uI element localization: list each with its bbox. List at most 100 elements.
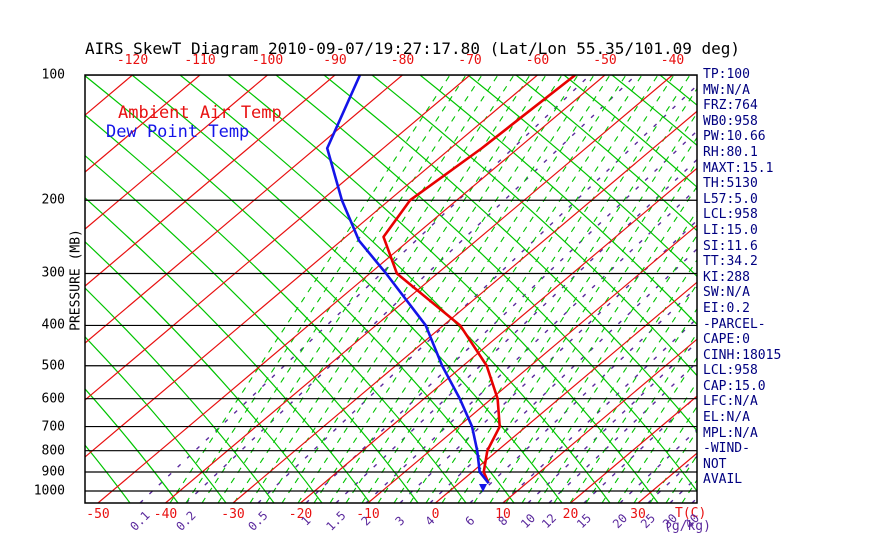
plot-lines [85, 75, 870, 503]
indices-item: LI:15.0 [703, 222, 758, 238]
indices-item: AVAIL [703, 472, 743, 488]
top-axis-tick: -70 [458, 53, 482, 68]
indices-item: TP:100 [703, 67, 750, 82]
isotherm-line [232, 110, 697, 503]
bottom-axis-tick: -50 [86, 507, 110, 522]
top-axis-tick: -80 [390, 53, 415, 68]
moist-adiabat-line [457, 136, 697, 503]
moist-adiabat-line [553, 283, 697, 503]
bottom-axis-tick: 20 [562, 507, 579, 522]
isotherm-line [85, 75, 336, 287]
dry-adiabat-line [85, 114, 467, 503]
indices-item: FRZ:764 [703, 98, 758, 114]
moist-adiabat-line [169, 75, 451, 503]
moist-adiabat-line [297, 75, 579, 503]
moist-adiabat-line [441, 112, 697, 503]
mixing-ratio-line [429, 248, 697, 503]
isotherm-line [165, 75, 673, 503]
top-axis-tick: -50 [593, 53, 617, 68]
indices-item: EI:0.2 [703, 300, 750, 316]
isotherm-line [367, 224, 697, 503]
pressure-axis-tick: 400 [41, 317, 65, 333]
pressure-axis-tick: 100 [41, 67, 65, 83]
isotherm-line [85, 75, 471, 401]
dry-adiabat-line [85, 336, 227, 503]
mixing-axis-title: (g/kg) [664, 519, 711, 534]
moist-adiabat-line [201, 75, 483, 503]
moist-adiabat-line [505, 210, 697, 503]
pressure-axis-tick: 300 [41, 265, 65, 281]
isotherm-line [300, 167, 697, 503]
isotherm-line [85, 75, 403, 344]
indices-item: WB0:958 [703, 113, 758, 129]
moist-adiabat-line [313, 75, 595, 503]
indices-item: MAXT:15.1 [703, 160, 774, 176]
indices-item: MPL:N/A [703, 425, 758, 441]
bottom-axis-tick: -20 [288, 507, 313, 522]
pressure-axis-title: PRESSURE (MB) [68, 229, 84, 331]
temp-axis-title: T(C) [675, 506, 707, 521]
isotherm-line [85, 75, 201, 173]
moist-adiabat-line [569, 307, 697, 503]
moist-adiabat-line [409, 75, 691, 503]
top-axis-tick: -90 [323, 53, 347, 68]
bottom-axis-tick: -10 [356, 507, 380, 522]
dry-adiabat-line [85, 75, 515, 503]
indices-item: -PARCEL- [703, 316, 766, 332]
moist-adiabat-line [393, 75, 675, 503]
indices-item: NOT [703, 456, 727, 472]
indices-item: SI:11.6 [703, 238, 758, 254]
top-axis-tick: -110 [184, 53, 216, 68]
moist-adiabat-line [842, 75, 870, 503]
mixing-ratio-line [469, 286, 697, 503]
moist-adiabat-line [633, 405, 697, 503]
dry-adiabat-line [85, 241, 323, 503]
plot-border [84, 74, 698, 504]
moist-adiabat-line [489, 185, 697, 503]
pressure-axis-tick: 1000 [33, 483, 65, 499]
moist-adiabat-line [249, 75, 531, 503]
indices-item: -WIND- [703, 441, 750, 457]
bottom-axis-tick: 10 [495, 507, 511, 522]
top-axis-tick: -120 [116, 53, 149, 68]
top-axis-tick: -60 [525, 53, 550, 68]
ambient-air-temp-curve [382, 75, 577, 484]
isotherm-line [85, 75, 268, 230]
dry-adiabat-line [85, 197, 371, 503]
indices-item: CAP:15.0 [703, 378, 766, 394]
indices-item: MW:N/A [703, 82, 750, 98]
moist-adiabat-line [826, 75, 870, 503]
dry-adiabat-line [563, 75, 697, 188]
bottom-axis-tick: 0 [431, 507, 440, 522]
indices-item: TH:5130 [703, 176, 758, 192]
dry-adiabat-line [611, 75, 697, 147]
bottom-axis-tick: -40 [153, 507, 178, 522]
pressure-axis-tick: 500 [41, 358, 65, 374]
top-axis-tick: -100 [251, 53, 284, 68]
dry-adiabat-line [467, 75, 697, 278]
indices-item: LCL:958 [703, 363, 758, 379]
indices-item: CINH:18015 [703, 347, 782, 363]
moist-adiabat-line [617, 381, 697, 503]
dry-adiabat-line [85, 287, 275, 503]
indices-item: KI:288 [703, 269, 750, 285]
dry-adiabat-line [85, 388, 179, 503]
plot-title: AIRS SkewT Diagram 2010-09-07/19:27:17.8… [85, 39, 741, 58]
legend-ambient-air-temp: Ambient Air Temp [118, 103, 282, 123]
top-axis-tick: -40 [660, 53, 685, 68]
dew-point-temp-curve [325, 75, 490, 485]
indices-item: CAPE:0 [703, 332, 750, 348]
pressure-axis-tick: 900 [41, 464, 65, 480]
dry-adiabat-line [85, 154, 419, 503]
dry-adiabat-line [515, 75, 697, 232]
dry-adiabat-line [179, 75, 611, 503]
indices-item: TT:34.2 [703, 254, 758, 270]
pressure-axis-tick: 200 [41, 192, 65, 208]
isotherm-line [85, 75, 538, 458]
indices-item: RH:80.1 [703, 144, 758, 160]
indices-item: LFC:N/A [703, 394, 758, 410]
pressure-axis-tick: 800 [41, 443, 65, 459]
indices-item: SW:N/A [703, 285, 750, 301]
